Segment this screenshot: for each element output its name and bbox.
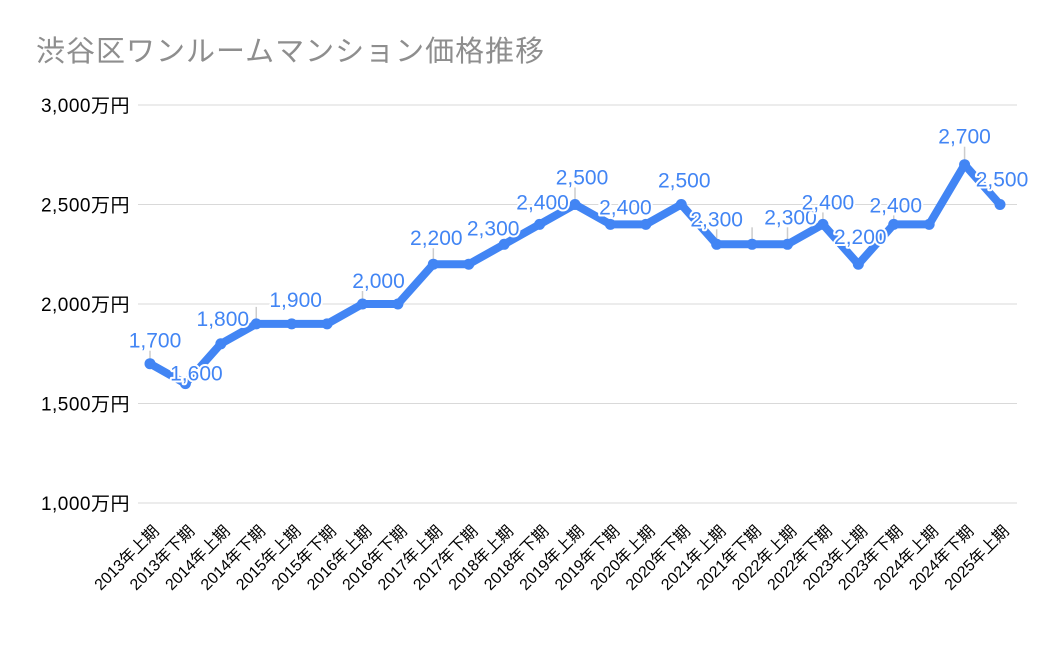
y-axis-label: 1,500万円	[41, 395, 130, 416]
data-point	[144, 358, 156, 370]
data-point	[746, 238, 758, 250]
data-point	[923, 218, 935, 230]
data-label: 2,500	[976, 169, 1029, 192]
y-axis-label: 1,000万円	[41, 494, 130, 515]
data-point	[782, 238, 793, 250]
data-label: 2,400	[802, 191, 855, 214]
data-label: 2,200	[834, 226, 887, 249]
data-point	[569, 199, 581, 210]
data-point	[959, 159, 971, 171]
data-point	[392, 298, 404, 310]
y-axis-label: 2,000万円	[41, 295, 130, 316]
data-point	[286, 318, 298, 330]
chart-title: 渋谷区ワンルームマンション価格推移	[36, 36, 546, 68]
data-point	[675, 199, 687, 210]
data-point	[215, 338, 227, 350]
data-point	[604, 218, 616, 230]
data-label: 1,600	[170, 363, 223, 386]
data-label: 2,000	[352, 270, 405, 293]
data-label: 2,300	[690, 208, 743, 231]
data-label: 1,900	[269, 289, 322, 312]
data-point	[640, 218, 652, 230]
data-label: 2,300	[764, 206, 817, 229]
data-label: 2,400	[516, 191, 569, 214]
data-point	[498, 238, 510, 250]
data-point	[357, 298, 368, 310]
data-point	[994, 199, 1006, 210]
data-point	[711, 238, 723, 250]
data-label: 2,300	[467, 217, 520, 240]
data-point	[888, 218, 900, 230]
data-point	[427, 258, 439, 270]
data-point	[321, 318, 333, 330]
data-point	[250, 318, 262, 330]
data-label: 2,500	[658, 170, 711, 193]
data-label: 2,500	[556, 167, 609, 190]
data-label: 2,400	[599, 196, 652, 219]
data-point	[817, 218, 829, 230]
data-point	[463, 258, 475, 270]
data-point	[852, 258, 864, 270]
data-label: 2,400	[869, 194, 922, 217]
y-axis-label: 2,500万円	[41, 196, 130, 217]
data-label: 2,200	[410, 227, 463, 250]
data-label: 2,700	[938, 126, 991, 149]
data-point	[534, 218, 546, 230]
data-point	[179, 378, 191, 390]
y-axis-label: 3,000万円	[41, 96, 130, 117]
data-label: 1,700	[129, 330, 182, 353]
data-label: 1,800	[197, 308, 250, 331]
